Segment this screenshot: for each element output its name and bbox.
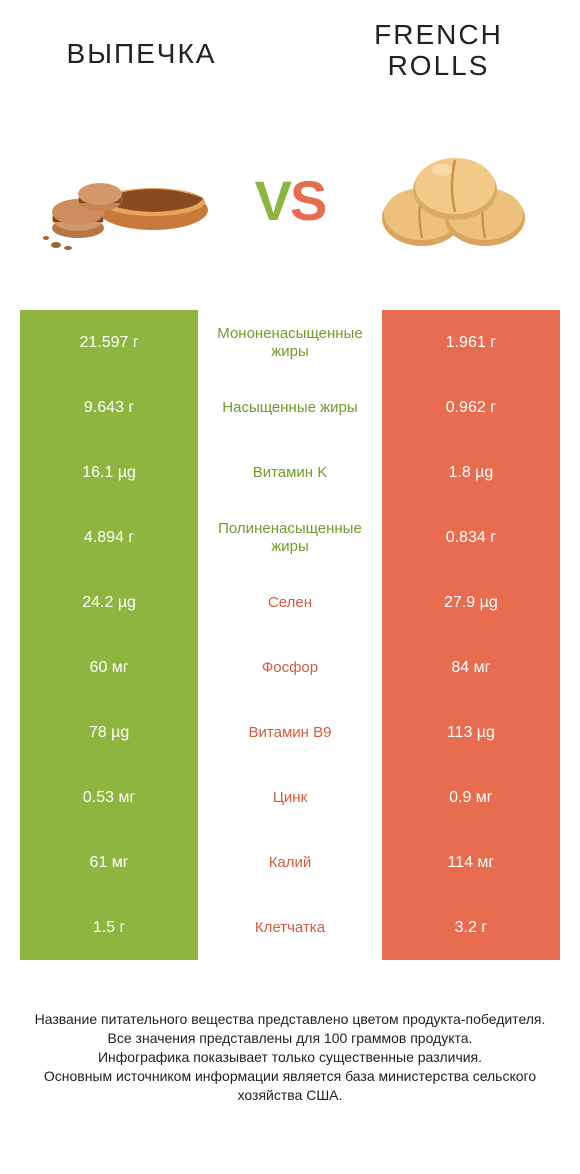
right-value-cell: 113 µg xyxy=(382,700,560,765)
header-right: FRENCH ROLLS xyxy=(317,20,560,82)
left-value-cell: 60 мг xyxy=(20,635,198,700)
table-row: 4.894 гПолиненасыщенные жиры0.834 г xyxy=(20,505,560,570)
right-value-cell: 0.9 мг xyxy=(382,765,560,830)
left-product-title: ВЫПЕЧКА xyxy=(20,38,263,70)
right-value-cell: 84 мг xyxy=(382,635,560,700)
nutrient-name-cell: Полиненасыщенные жиры xyxy=(198,505,382,570)
nutrient-name-cell: Калий xyxy=(198,830,382,895)
footnote: Название питательного вещества представл… xyxy=(20,1010,560,1104)
header-left: ВЫПЕЧКА xyxy=(20,20,263,70)
nutrient-name-cell: Насыщенные жиры xyxy=(198,375,382,440)
comparison-table: 21.597 гМононенасыщенные жиры1.961 г9.64… xyxy=(20,310,560,960)
right-value-cell: 114 мг xyxy=(382,830,560,895)
pastry-image xyxy=(20,140,236,260)
vs-v: V xyxy=(255,168,290,233)
left-value-cell: 9.643 г xyxy=(20,375,198,440)
right-value-cell: 1.961 г xyxy=(382,310,560,375)
images-row: VS xyxy=(20,110,560,290)
left-value-cell: 61 мг xyxy=(20,830,198,895)
vs-label: VS xyxy=(236,168,344,233)
right-title-line2: ROLLS xyxy=(388,50,490,81)
left-value-cell: 4.894 г xyxy=(20,505,198,570)
nutrient-name-cell: Клетчатка xyxy=(198,895,382,960)
vs-s: S xyxy=(290,168,325,233)
footnote-line1: Название питательного вещества представл… xyxy=(30,1010,550,1029)
table-row: 61 мгКалий114 мг xyxy=(20,830,560,895)
left-value-cell: 0.53 мг xyxy=(20,765,198,830)
right-value-cell: 0.834 г xyxy=(382,505,560,570)
bread-rolls-icon xyxy=(367,140,537,260)
left-value-cell: 78 µg xyxy=(20,700,198,765)
nutrient-name-cell: Фосфор xyxy=(198,635,382,700)
left-value-cell: 1.5 г xyxy=(20,895,198,960)
right-value-cell: 3.2 г xyxy=(382,895,560,960)
table-row: 16.1 µgВитамин K1.8 µg xyxy=(20,440,560,505)
footnote-line2: Все значения представлены для 100 граммо… xyxy=(30,1029,550,1048)
right-product-title: FRENCH ROLLS xyxy=(317,20,560,82)
table-row: 78 µgВитамин B9113 µg xyxy=(20,700,560,765)
rolls-image xyxy=(344,140,560,260)
nutrient-name-cell: Витамин B9 xyxy=(198,700,382,765)
pastry-icon xyxy=(38,140,218,260)
nutrient-name-cell: Селен xyxy=(198,570,382,635)
left-value-cell: 16.1 µg xyxy=(20,440,198,505)
footnote-line4: Основным источником информации является … xyxy=(30,1067,550,1105)
right-value-cell: 0.962 г xyxy=(382,375,560,440)
nutrient-name-cell: Цинк xyxy=(198,765,382,830)
table-row: 60 мгФосфор84 мг xyxy=(20,635,560,700)
table-row: 1.5 гКлетчатка3.2 г xyxy=(20,895,560,960)
nutrient-name-cell: Витамин K xyxy=(198,440,382,505)
right-value-cell: 27.9 µg xyxy=(382,570,560,635)
nutrient-name-cell: Мононенасыщенные жиры xyxy=(198,310,382,375)
left-value-cell: 24.2 µg xyxy=(20,570,198,635)
left-value-cell: 21.597 г xyxy=(20,310,198,375)
right-title-line1: FRENCH xyxy=(374,19,503,50)
footnote-line3: Инфографика показывает только существенн… xyxy=(30,1048,550,1067)
table-row: 24.2 µgСелен27.9 µg xyxy=(20,570,560,635)
table-row: 0.53 мгЦинк0.9 мг xyxy=(20,765,560,830)
table-row: 21.597 гМононенасыщенные жиры1.961 г xyxy=(20,310,560,375)
header-row: ВЫПЕЧКА FRENCH ROLLS xyxy=(20,20,560,100)
right-value-cell: 1.8 µg xyxy=(382,440,560,505)
table-row: 9.643 гНасыщенные жиры0.962 г xyxy=(20,375,560,440)
